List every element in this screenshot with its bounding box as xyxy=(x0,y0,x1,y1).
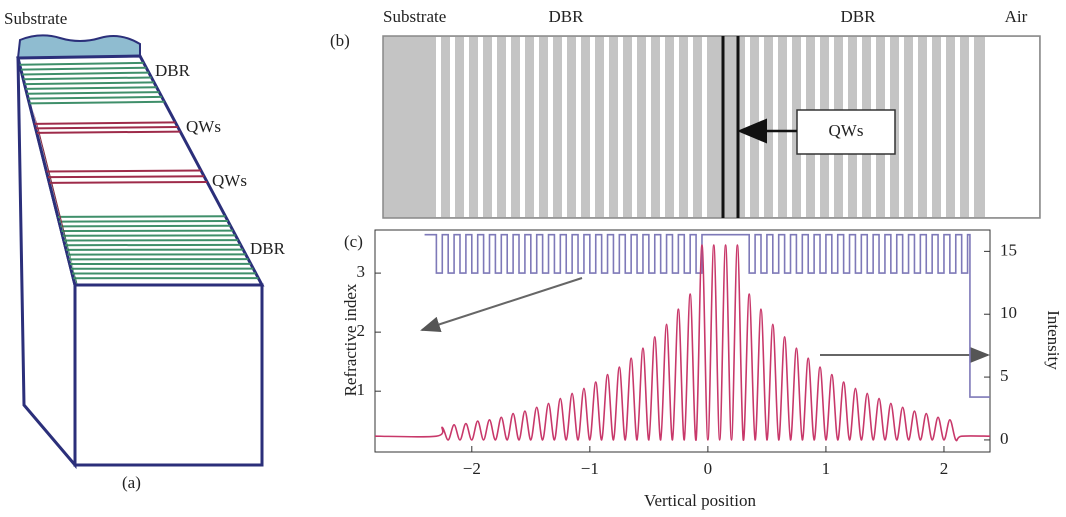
panel-tag: (b) xyxy=(330,31,350,50)
layer-stripe xyxy=(35,122,176,123)
y-tick-label: 3 xyxy=(357,262,366,281)
dbr-stripe xyxy=(478,37,483,217)
layer-stripe xyxy=(47,171,202,172)
panel-b: QWs Substrate DBR DBR Air (b) xyxy=(330,7,1040,218)
dbr-stripe xyxy=(702,37,707,217)
dbr-stripe xyxy=(562,37,567,217)
series-line xyxy=(425,235,990,397)
y2-axis-label: Intensity xyxy=(1044,310,1063,370)
dbr-stripe xyxy=(660,37,665,217)
air-region xyxy=(985,37,1039,217)
panel-tag: (c) xyxy=(344,232,363,251)
dbr-stripe xyxy=(534,37,539,217)
front-face xyxy=(75,285,262,465)
dbr-stripe xyxy=(492,37,497,217)
y2-tick-label: 10 xyxy=(1000,303,1017,322)
dbr-stripe xyxy=(590,37,595,217)
dbr-stripe xyxy=(745,37,750,217)
dbr-stripe xyxy=(899,37,904,217)
dbr-stripe xyxy=(955,37,960,217)
layer-stripe xyxy=(48,176,204,177)
label: DBR xyxy=(250,239,286,258)
y2-tick-label: 5 xyxy=(1000,366,1009,385)
dbr-stripe xyxy=(759,37,764,217)
dbr-stripe xyxy=(927,37,932,217)
layer-stripe xyxy=(58,216,226,217)
dbr-stripe xyxy=(646,37,651,217)
substrate-layer xyxy=(18,35,140,58)
dbr-stripe xyxy=(618,37,623,217)
qw-label: QWs xyxy=(829,121,864,140)
dbr-stripe xyxy=(632,37,637,217)
dbr-stripe xyxy=(913,37,918,217)
panel-a: Substrate DBR QWs QWs DBR (a) xyxy=(4,9,286,492)
x-tick-label: 0 xyxy=(704,459,713,478)
dbr-stripe xyxy=(506,37,511,217)
x-tick-label: −2 xyxy=(463,459,481,478)
dbr-stripe xyxy=(969,37,974,217)
label: Substrate xyxy=(383,7,446,26)
layer-stripe xyxy=(59,221,228,222)
dbr-stripe xyxy=(576,37,581,217)
label: Substrate xyxy=(4,9,67,28)
dbr-stripe xyxy=(464,37,469,217)
dbr-stripe xyxy=(450,37,455,217)
y2-tick-label: 15 xyxy=(1000,240,1017,259)
dbr-stripe xyxy=(787,37,792,217)
panel-c: (c) Vertical position Refractive index I… xyxy=(341,230,1063,510)
label: DBR xyxy=(549,7,585,26)
dbr-stripe xyxy=(548,37,553,217)
dbr-stripe xyxy=(941,37,946,217)
label: QWs xyxy=(186,117,221,136)
layer-stripe xyxy=(60,226,230,227)
y2-tick-label: 0 xyxy=(1000,429,1009,448)
x-tick-label: 2 xyxy=(940,459,949,478)
series-line xyxy=(375,245,990,441)
dbr-stripe xyxy=(688,37,693,217)
dbr-stripe xyxy=(773,37,778,217)
x-tick-label: −1 xyxy=(581,459,599,478)
layer-stripe xyxy=(49,182,207,183)
annotation-arrow xyxy=(422,278,582,330)
label: QWs xyxy=(212,171,247,190)
y-tick-label: 1 xyxy=(357,380,366,399)
x-axis-label: Vertical position xyxy=(644,491,756,510)
dbr-stripe xyxy=(674,37,679,217)
y-tick-label: 2 xyxy=(357,321,366,340)
label: DBR xyxy=(155,61,191,80)
label: Air xyxy=(1005,7,1028,26)
panel-tag: (a) xyxy=(122,473,141,492)
x-tick-label: 1 xyxy=(822,459,831,478)
layer-stripe xyxy=(36,127,178,128)
layer-stripe xyxy=(37,132,180,133)
dbr-stripe xyxy=(604,37,609,217)
dbr-stripe xyxy=(520,37,525,217)
label: DBR xyxy=(841,7,877,26)
dbr-stripe xyxy=(436,37,441,217)
